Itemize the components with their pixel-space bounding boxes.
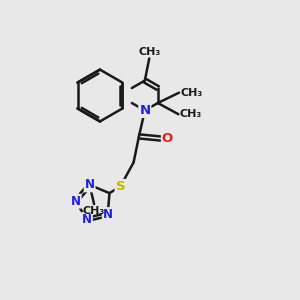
Text: N: N (103, 208, 113, 221)
Text: CH₃: CH₃ (181, 88, 203, 98)
Text: CH₃: CH₃ (138, 47, 160, 57)
Text: N: N (71, 195, 81, 208)
Text: N: N (82, 213, 92, 226)
Text: N: N (139, 104, 150, 117)
Text: S: S (116, 180, 125, 193)
Text: CH₃: CH₃ (83, 206, 105, 215)
Text: O: O (162, 132, 173, 145)
Text: CH₃: CH₃ (180, 109, 202, 119)
Text: N: N (85, 178, 94, 191)
